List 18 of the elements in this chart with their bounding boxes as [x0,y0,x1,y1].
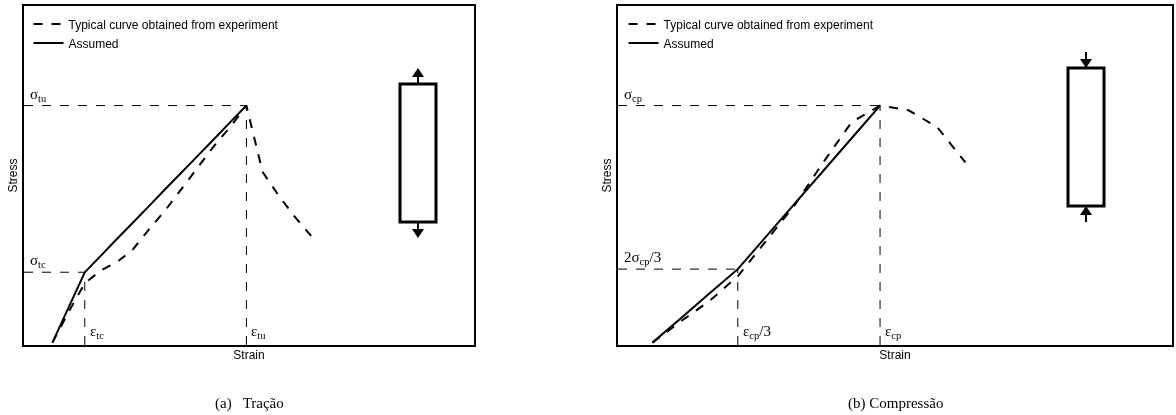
legend-label: Assumed [663,36,714,51]
annotation: ε$_{tc}$ [90,323,105,342]
annotation: ε$_{cp}$/3 [743,323,771,342]
annotation: 2σ$_{cp}$/3 [624,249,662,268]
text: (a) Tração [215,395,284,412]
y-axis-title: Stress [599,158,614,193]
y-axis-title: Stress [5,158,20,193]
x-axis-title: Strain [879,347,911,362]
text: σ$_{cp}$ [624,86,643,105]
text: σ$_{tu}$ [30,86,48,105]
text: (b) Compressão [848,395,944,412]
x-axis-title: Strain [233,347,265,362]
annotation: ε$_{cp}$ [885,323,902,342]
legend-label: Assumed [68,36,119,51]
annotation: σ$_{tc}$ [30,252,47,271]
annotation: ε$_{tu}$ [251,323,267,342]
legend-label: Typical curve obtained from experiment [663,17,874,32]
legend-label: Typical curve obtained from experiment [68,17,279,32]
